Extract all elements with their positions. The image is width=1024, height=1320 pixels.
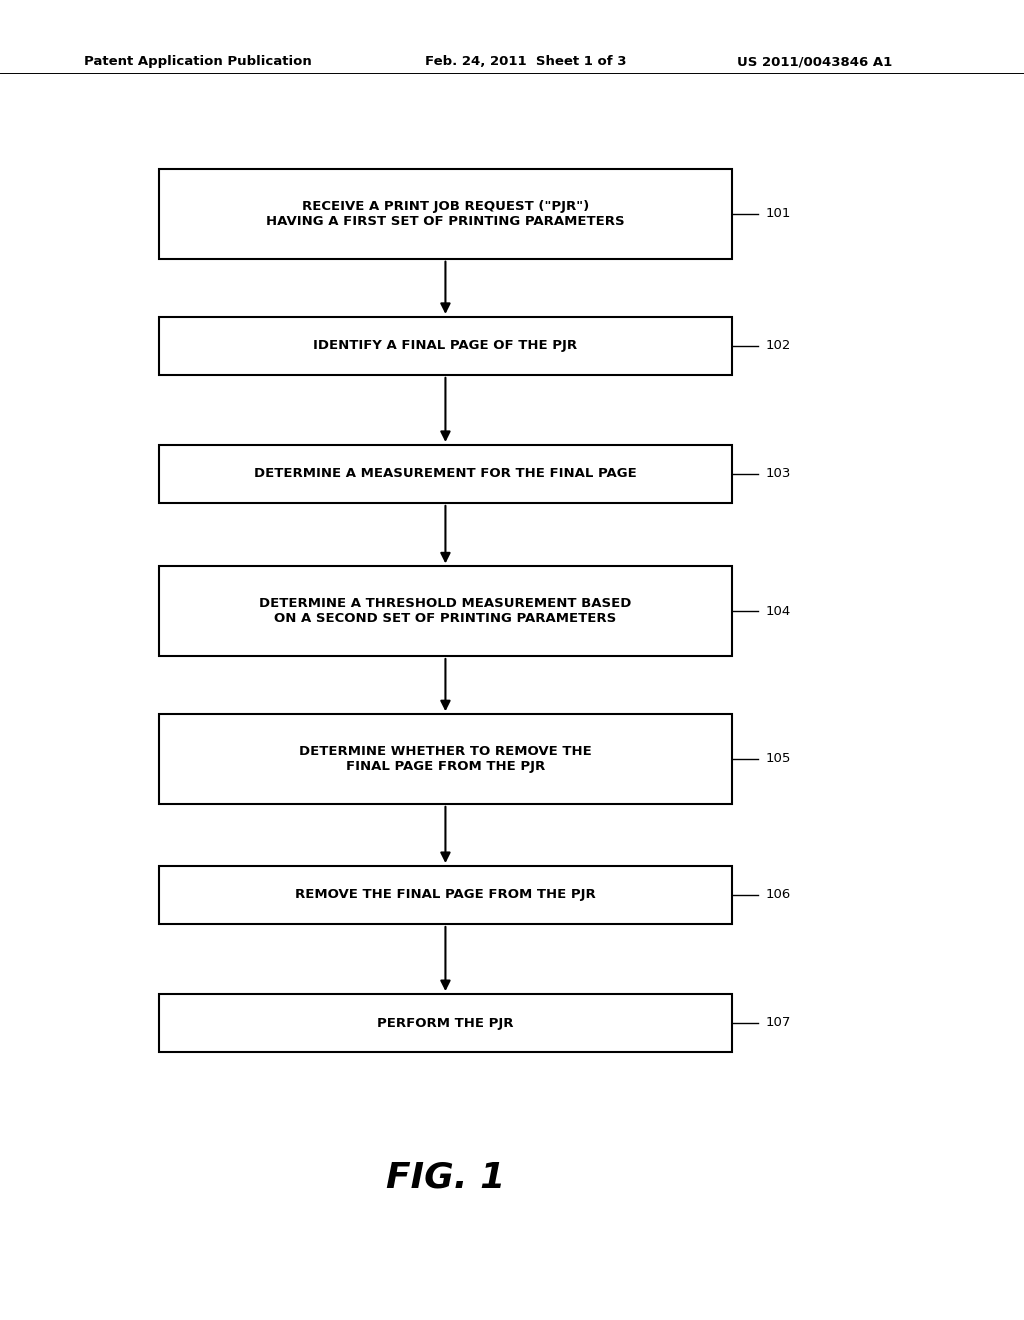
- Text: 102: 102: [766, 339, 792, 352]
- FancyBboxPatch shape: [159, 566, 732, 656]
- Text: US 2011/0043846 A1: US 2011/0043846 A1: [737, 55, 893, 69]
- Text: PERFORM THE PJR: PERFORM THE PJR: [377, 1016, 514, 1030]
- FancyBboxPatch shape: [159, 445, 732, 503]
- FancyBboxPatch shape: [159, 866, 732, 924]
- Text: 107: 107: [766, 1016, 792, 1030]
- FancyBboxPatch shape: [159, 169, 732, 259]
- FancyBboxPatch shape: [159, 317, 732, 375]
- Text: IDENTIFY A FINAL PAGE OF THE PJR: IDENTIFY A FINAL PAGE OF THE PJR: [313, 339, 578, 352]
- Text: 104: 104: [766, 605, 792, 618]
- Text: Patent Application Publication: Patent Application Publication: [84, 55, 311, 69]
- Text: DETERMINE A MEASUREMENT FOR THE FINAL PAGE: DETERMINE A MEASUREMENT FOR THE FINAL PA…: [254, 467, 637, 480]
- Text: 106: 106: [766, 888, 792, 902]
- Text: DETERMINE WHETHER TO REMOVE THE
FINAL PAGE FROM THE PJR: DETERMINE WHETHER TO REMOVE THE FINAL PA…: [299, 744, 592, 774]
- Text: Feb. 24, 2011  Sheet 1 of 3: Feb. 24, 2011 Sheet 1 of 3: [425, 55, 627, 69]
- Text: 105: 105: [766, 752, 792, 766]
- Text: DETERMINE A THRESHOLD MEASUREMENT BASED
ON A SECOND SET OF PRINTING PARAMETERS: DETERMINE A THRESHOLD MEASUREMENT BASED …: [259, 597, 632, 626]
- Text: FIG. 1: FIG. 1: [386, 1160, 505, 1195]
- FancyBboxPatch shape: [159, 714, 732, 804]
- Text: 101: 101: [766, 207, 792, 220]
- Text: 103: 103: [766, 467, 792, 480]
- FancyBboxPatch shape: [159, 994, 732, 1052]
- Text: REMOVE THE FINAL PAGE FROM THE PJR: REMOVE THE FINAL PAGE FROM THE PJR: [295, 888, 596, 902]
- Text: RECEIVE A PRINT JOB REQUEST ("PJR")
HAVING A FIRST SET OF PRINTING PARAMETERS: RECEIVE A PRINT JOB REQUEST ("PJR") HAVI…: [266, 199, 625, 228]
